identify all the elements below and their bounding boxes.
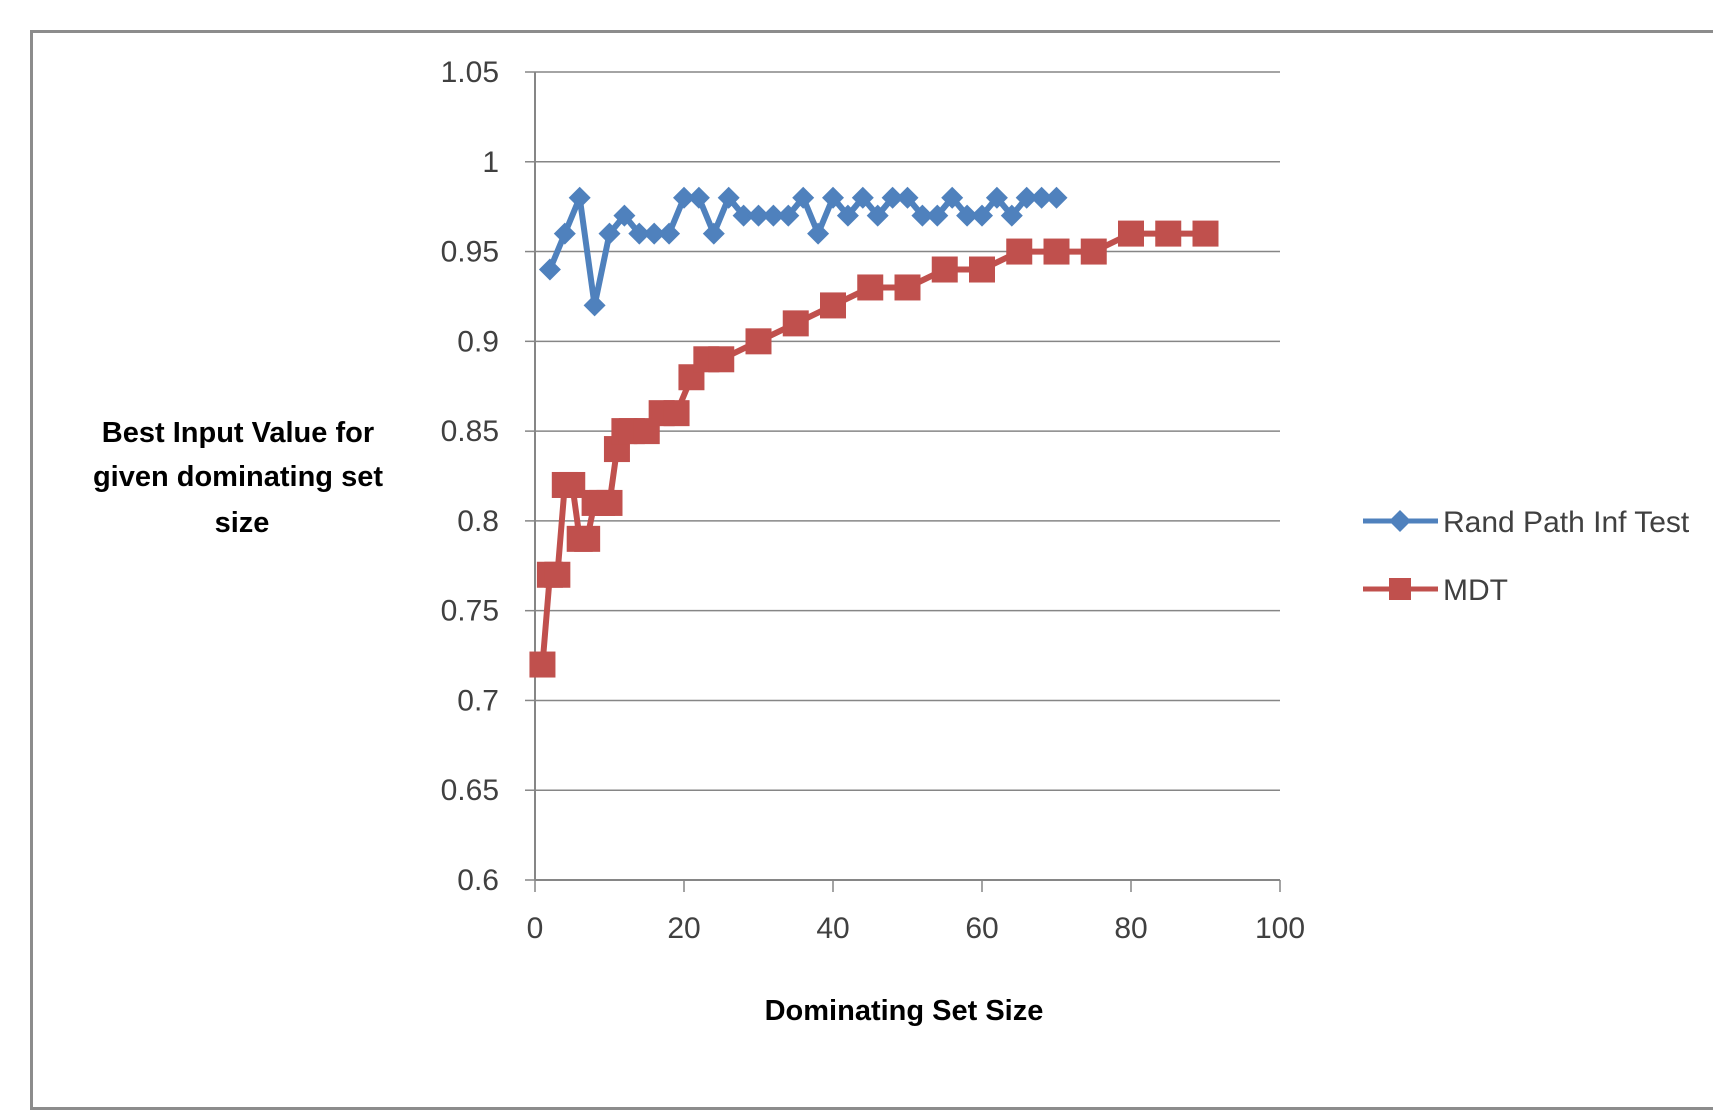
data-point-square (857, 274, 884, 301)
data-point-diamond (911, 204, 934, 227)
data-point-diamond (926, 204, 949, 227)
y-axis-title-line-1: Best Input Value for (102, 417, 374, 449)
legend-square-marker (1389, 578, 1411, 600)
data-point-square (1080, 238, 1107, 265)
legend: Rand Path Inf Test MDT (1363, 506, 1690, 607)
data-point-diamond (971, 204, 993, 227)
data-point-diamond (1030, 186, 1053, 209)
data-point-diamond (553, 222, 576, 245)
x-axis-title: Dominating Set Size (765, 995, 1044, 1027)
data-point-diamond (538, 258, 561, 281)
line-chart: 0.6 0.65 0.7 0.75 0.8 0.85 0.9 0.95 1 1.05 0 20 40 6… (93, 56, 1690, 1027)
y-tick-label: 0.85 (441, 415, 499, 448)
data-point-square (1192, 220, 1219, 247)
data-point-square (782, 310, 809, 337)
data-point-diamond (777, 204, 800, 227)
y-axis-title-line-3: size (215, 507, 270, 539)
y-axis-title-line-2: given dominating set (93, 461, 383, 493)
data-point-square (708, 346, 735, 373)
data-point-diamond (822, 186, 844, 209)
y-tick-label: 0.7 (457, 684, 499, 717)
data-point-square (1118, 220, 1144, 247)
data-point-diamond (583, 294, 606, 317)
data-point-diamond (851, 186, 874, 209)
legend-item-mdt: MDT (1363, 574, 1508, 607)
data-point-diamond (896, 186, 919, 209)
y-tick-labels: 0.6 0.65 0.7 0.75 0.8 0.85 0.9 0.95 1 1.05 (441, 56, 499, 897)
data-point-square (529, 651, 556, 678)
data-point-diamond (702, 222, 725, 245)
y-axis-title: Best Input Value for given dominating se… (93, 417, 391, 539)
data-point-diamond (1000, 204, 1023, 227)
data-point-diamond (747, 204, 770, 227)
data-point-square (1043, 238, 1070, 265)
x-tick-label: 0 (527, 912, 544, 945)
data-point-diamond (732, 204, 755, 227)
data-point-diamond (762, 204, 785, 227)
gridlines (525, 71, 1281, 892)
data-point-square (559, 471, 586, 498)
data-point-diamond (985, 186, 1008, 209)
data-point-square (574, 525, 601, 552)
data-point-square (931, 256, 958, 283)
y-tick-label: 0.95 (441, 236, 499, 269)
data-point-diamond (941, 186, 964, 209)
data-point-diamond (1015, 186, 1038, 209)
data-point-square (1006, 238, 1033, 265)
series (529, 186, 1219, 678)
data-point-square (596, 489, 623, 516)
data-point-diamond (598, 222, 621, 245)
data-point-diamond (881, 186, 904, 209)
data-point-diamond (717, 186, 740, 209)
x-tick-label: 40 (816, 912, 849, 945)
data-point-diamond (673, 186, 695, 209)
y-tick-label: 0.8 (457, 505, 499, 538)
data-point-diamond (568, 186, 591, 209)
data-point-square (820, 292, 846, 319)
data-point-diamond (643, 222, 666, 245)
y-tick-label: 0.65 (441, 774, 499, 807)
legend-label-rand-path-inf-test: Rand Path Inf Test (1443, 506, 1690, 539)
series-rand-path-inf-test (538, 186, 1068, 317)
data-point-square (745, 328, 772, 355)
data-point-diamond (687, 186, 710, 209)
data-point-diamond (956, 204, 979, 227)
legend-item-rand-path-inf-test: Rand Path Inf Test (1363, 506, 1690, 539)
y-tick-label: 1.05 (441, 56, 499, 89)
data-point-diamond (866, 204, 889, 227)
data-point-diamond (836, 204, 859, 227)
data-point-diamond (792, 186, 815, 209)
y-tick-label: 0.9 (457, 325, 499, 358)
series-mdt (529, 220, 1219, 678)
data-point-diamond (658, 222, 681, 245)
data-point-square (1155, 220, 1182, 247)
y-tick-label: 1 (482, 146, 499, 179)
data-point-square (663, 400, 690, 427)
legend-diamond-marker (1389, 510, 1411, 532)
data-point-diamond (628, 222, 651, 245)
x-tick-labels: 0 20 40 60 80 100 (527, 912, 1305, 945)
x-tick-label: 80 (1114, 912, 1147, 945)
x-tick-label: 100 (1255, 912, 1305, 945)
x-tick-label: 60 (965, 912, 998, 945)
y-tick-label: 0.6 (457, 864, 499, 897)
data-point-diamond (807, 222, 830, 245)
x-tick-label: 20 (667, 912, 700, 945)
data-point-square (969, 256, 995, 283)
data-point-square (894, 274, 921, 301)
legend-label-mdt: MDT (1443, 574, 1508, 607)
data-point-diamond (613, 204, 636, 227)
data-point-square (544, 561, 571, 588)
axes (534, 72, 1280, 881)
y-tick-label: 0.75 (441, 595, 499, 628)
data-point-diamond (1045, 186, 1068, 209)
